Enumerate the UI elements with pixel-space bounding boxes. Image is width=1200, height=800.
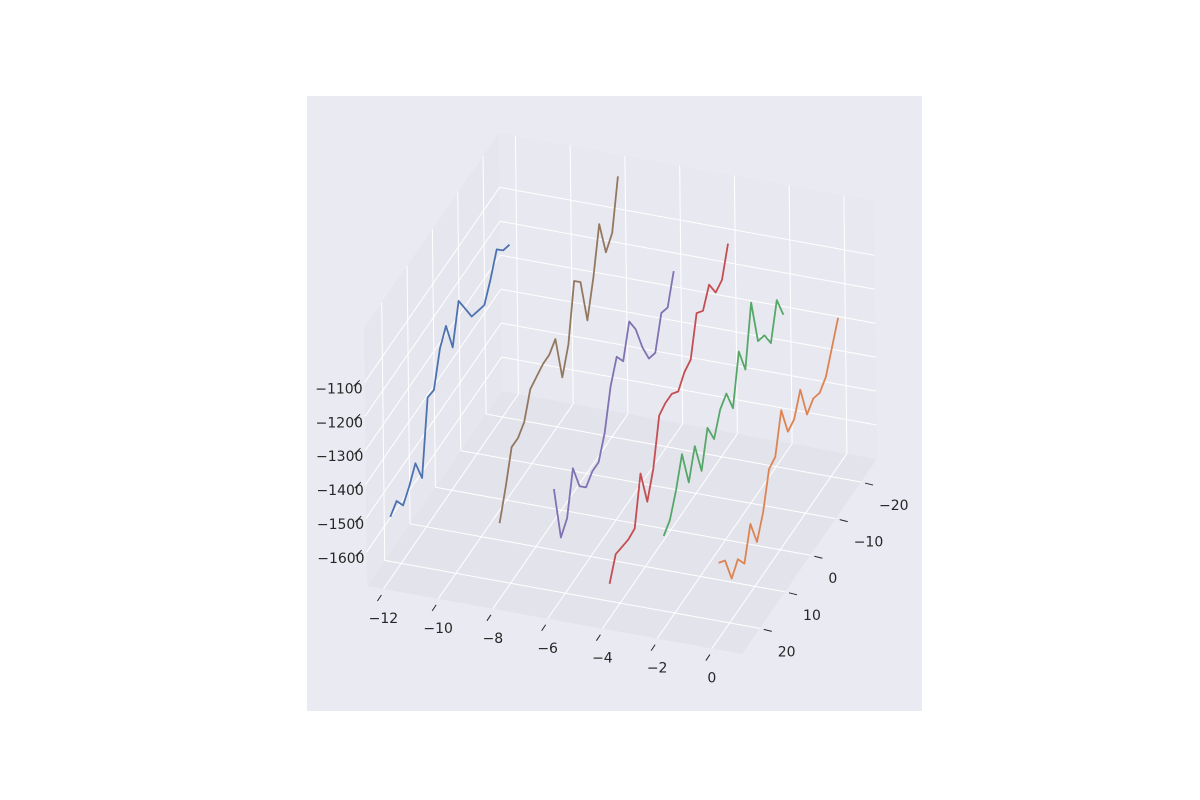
x-tick (541, 624, 547, 632)
grid-line (733, 175, 738, 434)
y-tick-label: −10 (854, 535, 884, 551)
grid-line (501, 322, 877, 392)
z-tick (355, 549, 362, 557)
z-tick (354, 515, 362, 523)
grid-line (381, 302, 386, 561)
grid-line (365, 322, 502, 519)
grid-line (431, 229, 436, 488)
x-tick (431, 604, 437, 612)
y-tick (864, 482, 874, 486)
y-tick (788, 592, 798, 596)
grid-line (365, 288, 502, 485)
grid-line (492, 413, 629, 610)
series-line (498, 176, 619, 524)
z-tick (353, 413, 361, 421)
series-line (718, 317, 839, 580)
series-line (608, 243, 729, 584)
x-tick-label: −10 (423, 621, 453, 637)
grid-line (366, 356, 503, 553)
z-tick-label: −1500 (317, 517, 364, 533)
grid-line (500, 254, 876, 324)
series-line (389, 244, 511, 518)
grid-line (406, 265, 411, 524)
grid-line (460, 450, 836, 520)
left-pane (364, 133, 502, 586)
y-tick (763, 628, 772, 632)
grid-line (364, 187, 501, 383)
y-tick-label: 0 (828, 571, 837, 587)
y-tick (814, 555, 823, 559)
y-tick-label: 10 (803, 608, 821, 624)
grid-line (601, 433, 738, 629)
grid-line (843, 195, 848, 454)
x-tick-label: −12 (369, 611, 399, 627)
z-tick (354, 481, 362, 489)
grid-line (499, 186, 875, 256)
x-tick (650, 644, 656, 651)
x-tick (377, 594, 382, 602)
z-tick (353, 379, 360, 387)
y-tick (839, 519, 848, 523)
grid-line (499, 220, 876, 290)
grid-line (364, 220, 501, 417)
grid-line (383, 393, 519, 590)
grid-line (547, 423, 684, 620)
grid-line (624, 155, 629, 414)
grid-line (437, 403, 574, 600)
x-tick-label: −6 (537, 641, 558, 657)
grid-line (514, 135, 519, 394)
grid-line (711, 453, 848, 649)
x-tick (705, 654, 711, 661)
grid-line (365, 254, 501, 451)
z-tick-label: −1400 (316, 483, 363, 499)
z-tick-label: −1100 (315, 381, 362, 397)
z-tick-label: −1200 (316, 415, 363, 431)
grid-line (656, 443, 793, 639)
x-tick (595, 634, 601, 641)
x-tick-label: −2 (647, 661, 668, 677)
grid-line (384, 559, 760, 629)
x-tick-label: −4 (592, 651, 613, 667)
y-tick-label: 20 (778, 644, 796, 660)
back-pane (499, 133, 877, 459)
z-tick (354, 447, 361, 455)
grid-line (788, 185, 793, 444)
grid-line (569, 145, 574, 404)
grid-line (457, 192, 462, 451)
x-tick (486, 614, 492, 622)
x-tick-label: 0 (707, 671, 716, 687)
y-tick-label: −20 (879, 498, 909, 514)
x-tick-label: −8 (483, 631, 504, 647)
grid-line (485, 413, 862, 483)
grid-line (482, 156, 487, 415)
z-tick-label: −1600 (317, 551, 364, 567)
grid-line (500, 288, 876, 358)
series-line (553, 270, 675, 539)
series-line (662, 299, 785, 537)
z-tick-label: −1300 (316, 449, 363, 465)
grid-line (409, 523, 786, 593)
